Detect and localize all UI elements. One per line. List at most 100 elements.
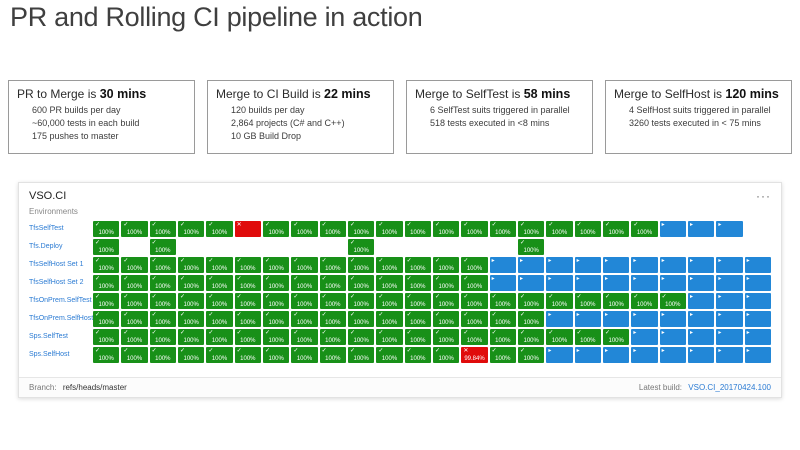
- build-cell-pass[interactable]: ✓ 100%: [404, 311, 431, 327]
- build-cell-pass[interactable]: ✓ 100%: [234, 275, 261, 291]
- build-cell-pass[interactable]: ✓ 100%: [178, 257, 205, 273]
- build-cell-pass[interactable]: ✓ 100%: [489, 329, 516, 345]
- build-cell-pass[interactable]: ✓ 100%: [546, 329, 573, 345]
- build-cell-pass[interactable]: ✓ 100%: [603, 221, 630, 237]
- build-cell-pass[interactable]: ✓ 100%: [291, 221, 318, 237]
- build-cell-pass[interactable]: ✓ 100%: [319, 311, 346, 327]
- build-cell-running[interactable]: ▸: [631, 311, 658, 327]
- build-cell-pass[interactable]: ✓ 100%: [93, 347, 120, 363]
- build-cell-pass[interactable]: ✓ 100%: [121, 275, 148, 291]
- build-cell-running[interactable]: ▸: [744, 275, 771, 291]
- build-cell-pass[interactable]: ✓ 100%: [121, 221, 148, 237]
- build-cell-running[interactable]: ▸: [659, 329, 686, 345]
- build-cell-pass[interactable]: ✓ 100%: [206, 311, 233, 327]
- build-cell-running[interactable]: ▸: [688, 221, 715, 237]
- build-cell-running[interactable]: ▸: [489, 257, 516, 273]
- build-cell-pass[interactable]: ✓ 100%: [291, 347, 318, 363]
- build-cell-running[interactable]: ▸: [603, 275, 630, 291]
- build-cell-pass[interactable]: ✓ 100%: [518, 347, 545, 363]
- build-cell-pass[interactable]: ✓ 100%: [518, 311, 545, 327]
- build-cell-pass[interactable]: ✓ 100%: [461, 311, 488, 327]
- build-cell-pass[interactable]: ✓ 100%: [433, 293, 460, 309]
- build-cell-pass[interactable]: ✓ 100%: [404, 221, 431, 237]
- build-cell-pass[interactable]: ✓ 100%: [433, 347, 460, 363]
- build-cell-running[interactable]: ▸: [546, 275, 573, 291]
- environment-label[interactable]: Sps.SelfHost: [29, 351, 70, 358]
- environment-label[interactable]: Tfs.Deploy: [29, 243, 63, 250]
- build-cell-pass[interactable]: ✓ 100%: [121, 329, 148, 345]
- build-cell-running[interactable]: ▸: [546, 311, 573, 327]
- build-cell-pass[interactable]: ✓ 100%: [149, 347, 176, 363]
- build-cell-pass[interactable]: ✓ 100%: [263, 221, 290, 237]
- build-cell-pass[interactable]: ✓ 100%: [404, 347, 431, 363]
- build-cell-pass[interactable]: ✓ 100%: [376, 293, 403, 309]
- build-cell-pass[interactable]: ✓ 100%: [178, 221, 205, 237]
- build-cell-running[interactable]: ▸: [631, 275, 658, 291]
- build-cell-running[interactable]: ▸: [574, 311, 601, 327]
- build-cell-pass[interactable]: ✓ 100%: [489, 221, 516, 237]
- build-cell-pass[interactable]: ✓ 100%: [461, 221, 488, 237]
- build-cell-running[interactable]: ▸: [688, 329, 715, 345]
- build-cell-pass[interactable]: ✓ 100%: [574, 221, 601, 237]
- build-cell-pass[interactable]: ✓ 100%: [348, 347, 375, 363]
- build-cell-running[interactable]: ▸: [716, 347, 743, 363]
- build-cell-running[interactable]: ▸: [716, 221, 743, 237]
- build-cell-pass[interactable]: ✓ 100%: [291, 257, 318, 273]
- build-cell-running[interactable]: ▸: [518, 257, 545, 273]
- build-cell-pass[interactable]: ✓ 100%: [263, 275, 290, 291]
- build-cell-pass[interactable]: ✓ 100%: [461, 329, 488, 345]
- build-cell-pass[interactable]: ✓ 100%: [433, 275, 460, 291]
- build-cell-pass[interactable]: ✓ 100%: [631, 221, 658, 237]
- build-cell-running[interactable]: ▸: [716, 275, 743, 291]
- build-cell-running[interactable]: ▸: [603, 257, 630, 273]
- build-cell-running[interactable]: ▸: [574, 275, 601, 291]
- build-cell-pass[interactable]: ✓ 100%: [206, 347, 233, 363]
- build-cell-pass[interactable]: ✓ 100%: [206, 329, 233, 345]
- build-cell-pass[interactable]: ✓ 100%: [319, 275, 346, 291]
- build-cell-running[interactable]: ▸: [744, 329, 771, 345]
- build-cell-pass[interactable]: ✓ 100%: [93, 293, 120, 309]
- build-cell-pass[interactable]: ✓ 100%: [178, 311, 205, 327]
- build-cell-pass[interactable]: ✓ 100%: [234, 329, 261, 345]
- build-cell-pass[interactable]: ✓ 100%: [263, 329, 290, 345]
- build-cell-pass[interactable]: ✓ 100%: [518, 239, 545, 255]
- build-cell-pass[interactable]: ✓ 100%: [518, 329, 545, 345]
- build-cell-pass[interactable]: ✓ 100%: [93, 329, 120, 345]
- build-cell-running[interactable]: ▸: [688, 347, 715, 363]
- build-cell-running[interactable]: ▸: [546, 257, 573, 273]
- environment-label[interactable]: TfsOnPrem.SelfTest: [29, 297, 92, 304]
- more-menu-icon[interactable]: ···: [756, 189, 771, 203]
- build-cell-running[interactable]: ▸: [574, 257, 601, 273]
- build-cell-pass[interactable]: ✓ 100%: [234, 347, 261, 363]
- build-cell-pass[interactable]: ✓ 100%: [93, 221, 120, 237]
- build-cell-pass[interactable]: ✓ 100%: [93, 275, 120, 291]
- build-cell-pass[interactable]: ✓ 100%: [178, 329, 205, 345]
- build-cell-pass[interactable]: ✓ 100%: [121, 347, 148, 363]
- build-cell-running[interactable]: ▸: [716, 311, 743, 327]
- build-cell-running[interactable]: ▸: [716, 257, 743, 273]
- build-cell-running[interactable]: ▸: [744, 311, 771, 327]
- build-cell-pass[interactable]: ✓ 100%: [93, 257, 120, 273]
- build-cell-pass[interactable]: ✓ 100%: [263, 347, 290, 363]
- build-cell-pass[interactable]: ✓ 100%: [376, 275, 403, 291]
- build-cell-pass[interactable]: ✓ 100%: [518, 293, 545, 309]
- build-cell-running[interactable]: ▸: [546, 347, 573, 363]
- build-cell-pass[interactable]: ✓ 100%: [433, 257, 460, 273]
- build-cell-pass[interactable]: ✓ 100%: [206, 293, 233, 309]
- build-cell-pass[interactable]: ✓ 100%: [603, 293, 630, 309]
- build-cell-pass[interactable]: ✓ 100%: [404, 329, 431, 345]
- build-cell-pass[interactable]: ✓ 100%: [433, 221, 460, 237]
- build-cell-pass[interactable]: ✓ 100%: [319, 221, 346, 237]
- build-cell-running[interactable]: ▸: [744, 293, 771, 309]
- build-cell-pass[interactable]: ✓ 100%: [291, 329, 318, 345]
- build-cell-pass[interactable]: ✓ 100%: [404, 293, 431, 309]
- latest-build-link[interactable]: VSO.CI_20170424.100: [688, 383, 771, 392]
- build-cell-running[interactable]: ▸: [574, 347, 601, 363]
- build-cell-pass[interactable]: ✓ 100%: [348, 257, 375, 273]
- build-cell-pass[interactable]: ✓ 100%: [574, 293, 601, 309]
- build-cell-pass[interactable]: ✓ 100%: [149, 329, 176, 345]
- build-cell-running[interactable]: ▸: [716, 293, 743, 309]
- build-cell-pass[interactable]: ✓ 100%: [149, 311, 176, 327]
- build-cell-running[interactable]: ▸: [688, 311, 715, 327]
- build-cell-running[interactable]: ▸: [603, 311, 630, 327]
